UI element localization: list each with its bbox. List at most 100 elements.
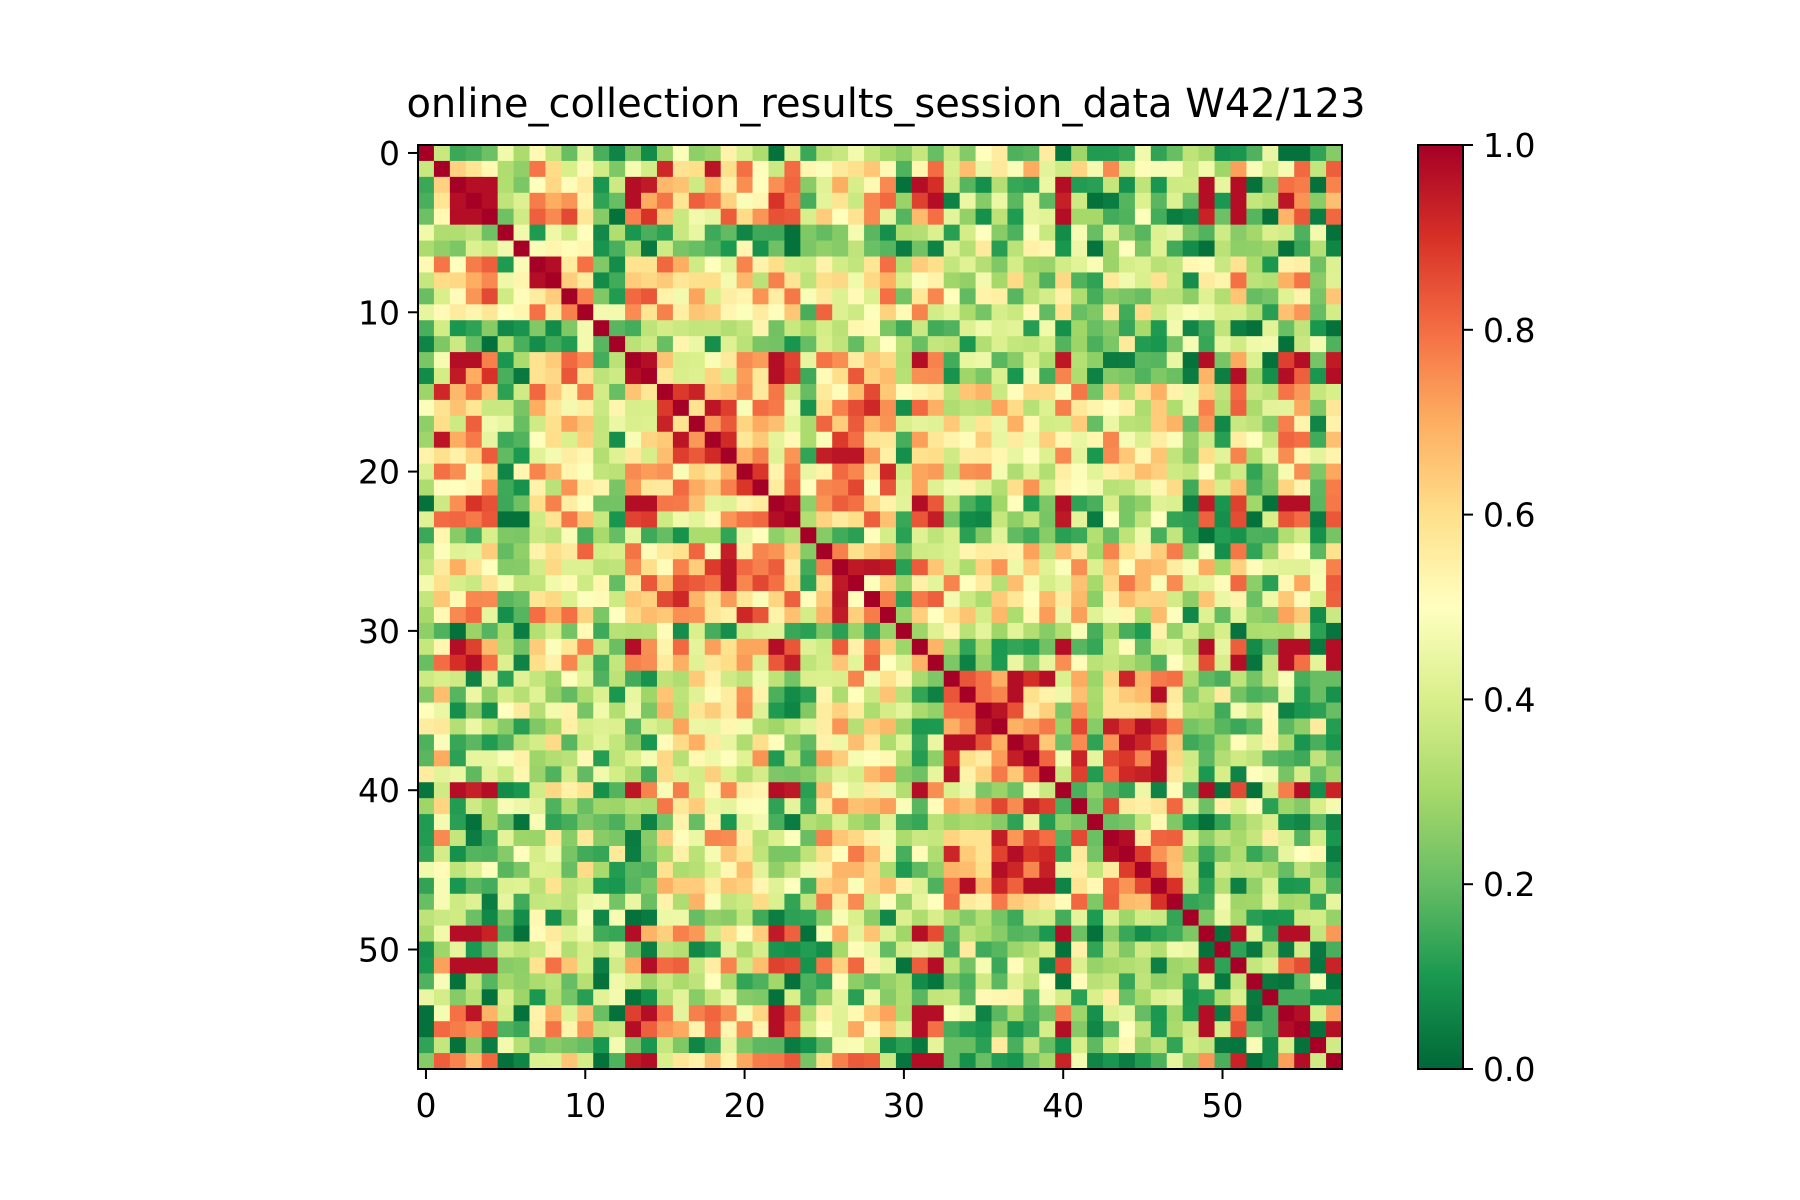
heatmap-cell	[1150, 447, 1168, 465]
heatmap-cell	[1055, 877, 1072, 895]
heatmap-cell	[864, 479, 881, 496]
heatmap-cell	[848, 893, 865, 911]
heatmap-cell	[768, 447, 785, 465]
heatmap-cell	[1278, 1037, 1295, 1054]
heatmap-cell	[688, 272, 706, 289]
heatmap-cell	[497, 591, 515, 608]
heatmap-cell	[577, 638, 594, 656]
heatmap-cell	[1294, 1037, 1311, 1054]
heatmap-cell	[1007, 368, 1024, 385]
heatmap-cell	[672, 861, 690, 879]
heatmap-cell	[577, 957, 594, 974]
heatmap-cell	[704, 575, 722, 592]
heatmap-cell	[848, 1037, 865, 1054]
heatmap-cell	[1262, 925, 1279, 943]
heatmap-cell	[991, 399, 1008, 417]
heatmap-cell	[449, 192, 467, 210]
heatmap-cell	[433, 798, 451, 815]
heatmap-cell	[433, 399, 451, 417]
heatmap-cell	[1039, 814, 1056, 831]
heatmap-cell	[943, 925, 961, 943]
heatmap-cell	[545, 1053, 562, 1070]
heatmap-cell	[625, 256, 642, 273]
heatmap-cell	[625, 925, 642, 943]
heatmap-cell	[1262, 336, 1279, 353]
heatmap-cell	[561, 814, 578, 831]
heatmap-cell	[418, 830, 435, 847]
heatmap-cell	[1230, 654, 1247, 672]
heatmap-cell	[561, 336, 578, 353]
heatmap-cell	[752, 495, 769, 512]
heatmap-cell	[1310, 909, 1327, 927]
heatmap-cell	[577, 495, 594, 512]
heatmap-cell	[1326, 543, 1343, 560]
heatmap-cell	[848, 272, 865, 289]
heatmap-cell	[1310, 957, 1327, 974]
heatmap-cell	[577, 845, 594, 863]
heatmap-cell	[1230, 224, 1247, 242]
heatmap-cell	[784, 877, 801, 895]
heatmap-cell	[848, 654, 865, 672]
heatmap-cell	[832, 320, 849, 337]
heatmap-cell	[927, 654, 945, 672]
heatmap-cell	[864, 352, 881, 369]
heatmap-cell	[497, 957, 515, 974]
heatmap-cell	[1087, 670, 1104, 688]
heatmap-cell	[1071, 925, 1088, 943]
heatmap-cell	[864, 1021, 881, 1038]
heatmap-cell	[497, 1021, 515, 1038]
heatmap-cell	[688, 607, 706, 624]
heatmap-cell	[1310, 591, 1327, 608]
heatmap-cell	[1310, 1005, 1327, 1022]
heatmap-cell	[577, 1021, 594, 1038]
heatmap-cell	[561, 893, 578, 911]
heatmap-cell	[1278, 925, 1295, 943]
heatmap-cell	[704, 479, 722, 496]
heatmap-cell	[1182, 909, 1200, 927]
heatmap-cell	[513, 543, 531, 560]
heatmap-cell	[927, 830, 945, 847]
heatmap-cell	[672, 654, 690, 672]
heatmap-cell	[800, 463, 817, 481]
heatmap-cell	[1182, 622, 1200, 640]
heatmap-cell	[497, 798, 515, 815]
heatmap-cell	[1118, 543, 1136, 560]
heatmap-cell	[752, 336, 769, 353]
heatmap-cell	[625, 368, 642, 385]
heatmap-cell	[1310, 766, 1327, 783]
heatmap-cell	[513, 192, 531, 210]
heatmap-cell	[943, 957, 961, 974]
heatmap-cell	[1071, 256, 1088, 273]
heatmap-cell	[704, 511, 722, 528]
heatmap-cell	[816, 176, 833, 194]
heatmap-cell	[943, 511, 961, 528]
heatmap-cell	[433, 925, 451, 943]
heatmap-cell	[1103, 192, 1120, 210]
heatmap-cell	[848, 591, 865, 608]
heatmap-cell	[1087, 383, 1104, 401]
heatmap-cell	[1182, 957, 1200, 974]
heatmap-cell	[1166, 368, 1184, 385]
heatmap-cell	[481, 256, 499, 273]
heatmap-cell	[800, 256, 817, 273]
heatmap-cell	[1166, 750, 1184, 767]
heatmap-cell	[513, 575, 531, 592]
heatmap-cell	[1326, 830, 1343, 847]
heatmap-cell	[1103, 877, 1120, 895]
heatmap-cell	[1262, 782, 1279, 799]
heatmap-cell	[609, 830, 626, 847]
heatmap-cell	[449, 208, 467, 226]
heatmap-cell	[959, 750, 977, 767]
heatmap-cell	[1262, 830, 1279, 847]
heatmap-cell	[704, 1021, 722, 1038]
heatmap-cell	[943, 734, 961, 751]
heatmap-cell	[1087, 559, 1104, 576]
heatmap-cell	[800, 670, 817, 688]
heatmap-cell	[1310, 814, 1327, 831]
heatmap-cell	[1198, 383, 1216, 401]
heatmap-cell	[1134, 638, 1152, 656]
heatmap-cell	[529, 718, 546, 735]
heatmap-cell	[513, 224, 531, 242]
heatmap-cell	[609, 208, 626, 226]
heatmap-cell	[832, 256, 849, 273]
